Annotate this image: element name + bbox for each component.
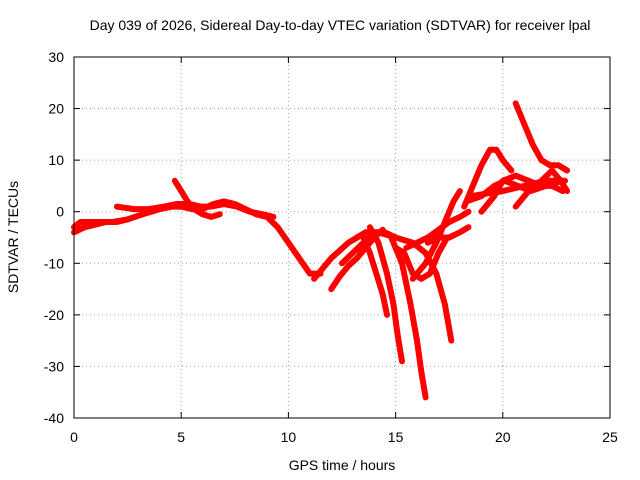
series-line-arc-19	[512, 100, 571, 174]
series-layer	[71, 100, 571, 401]
tick-layer: 0 5 10 15 20 25 -40 -30 -20 -10 0 10 20 30	[44, 49, 618, 445]
y-tick-label: -20	[44, 307, 64, 323]
y-tick-label: -10	[44, 255, 64, 271]
series-line-arc-14	[409, 188, 463, 282]
x-tick-label: 0	[70, 429, 78, 445]
x-tick-label: 25	[602, 429, 618, 445]
x-tick-label: 20	[495, 429, 511, 445]
y-tick-label: 30	[48, 49, 64, 65]
y-tick-label: 20	[48, 101, 64, 117]
x-tick-label: 15	[388, 429, 404, 445]
series-line-arc-12	[392, 234, 451, 282]
series-line-arc-4	[171, 177, 223, 220]
series-line-arc-11	[375, 229, 455, 344]
series-line-arc-5	[311, 229, 378, 282]
y-tick-label: 0	[56, 204, 64, 220]
y-axis-label: SDTVAR / TECUs	[5, 181, 21, 293]
x-tick-label: 5	[177, 429, 185, 445]
y-tick-label: -40	[44, 410, 64, 426]
series-line-arc-15	[424, 224, 472, 246]
x-tick-label: 10	[281, 429, 297, 445]
series-line-arc-9	[366, 224, 405, 365]
series-line-arc-2	[71, 216, 131, 236]
series-line-arc-8	[360, 234, 390, 318]
series-line-arc-3	[113, 201, 277, 220]
chart-title: Day 039 of 2026, Sidereal Day-to-day VTE…	[90, 17, 591, 33]
series-line-arc-16	[461, 146, 515, 210]
y-tick-label: 10	[48, 152, 64, 168]
series-line-arc-10	[388, 234, 429, 401]
y-tick-label: -30	[44, 358, 64, 374]
plot-frame	[73, 56, 611, 419]
grid-layer	[74, 57, 610, 418]
series-line-arc-21	[467, 177, 568, 200]
x-axis-label: GPS time / hours	[289, 457, 396, 473]
